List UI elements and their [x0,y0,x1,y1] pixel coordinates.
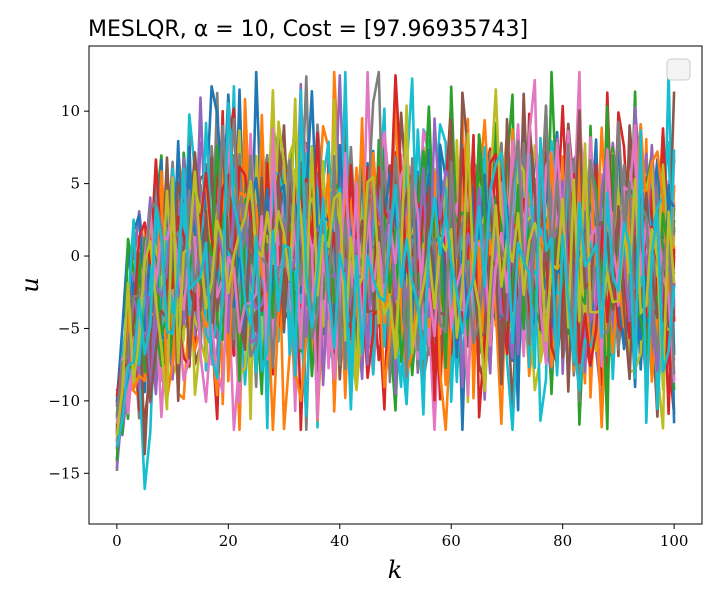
x-tick-label: 20 [219,532,238,550]
series-line-50 [115,89,676,448]
y-tick-label: 5 [70,175,80,193]
x-axis-label: k [388,556,403,584]
series-layer [115,70,676,491]
series-line-49 [115,104,676,436]
x-axis: 0 20 40 60 80 100 [112,524,688,550]
x-tick-label: 100 [660,532,689,550]
x-tick-label: 40 [330,532,349,550]
x-tick-label: 60 [442,532,461,550]
y-tick-label: −10 [48,392,80,410]
y-tick-label: −5 [58,319,80,337]
y-tick-label: 0 [70,247,80,265]
y-tick-label: −15 [48,464,80,482]
x-tick-label: 0 [112,532,122,550]
chart-title: MESLQR, α = 10, Cost = [97.96935743] [88,17,528,42]
y-tick-label: 10 [61,102,80,120]
plot-frame [88,45,703,525]
legend [666,58,691,81]
y-axis: 10 5 0 −5 −10 −15 [48,102,89,482]
series-line-44 [115,74,676,433]
x-tick-label: 80 [553,532,572,550]
y-axis-label: u [16,277,44,292]
